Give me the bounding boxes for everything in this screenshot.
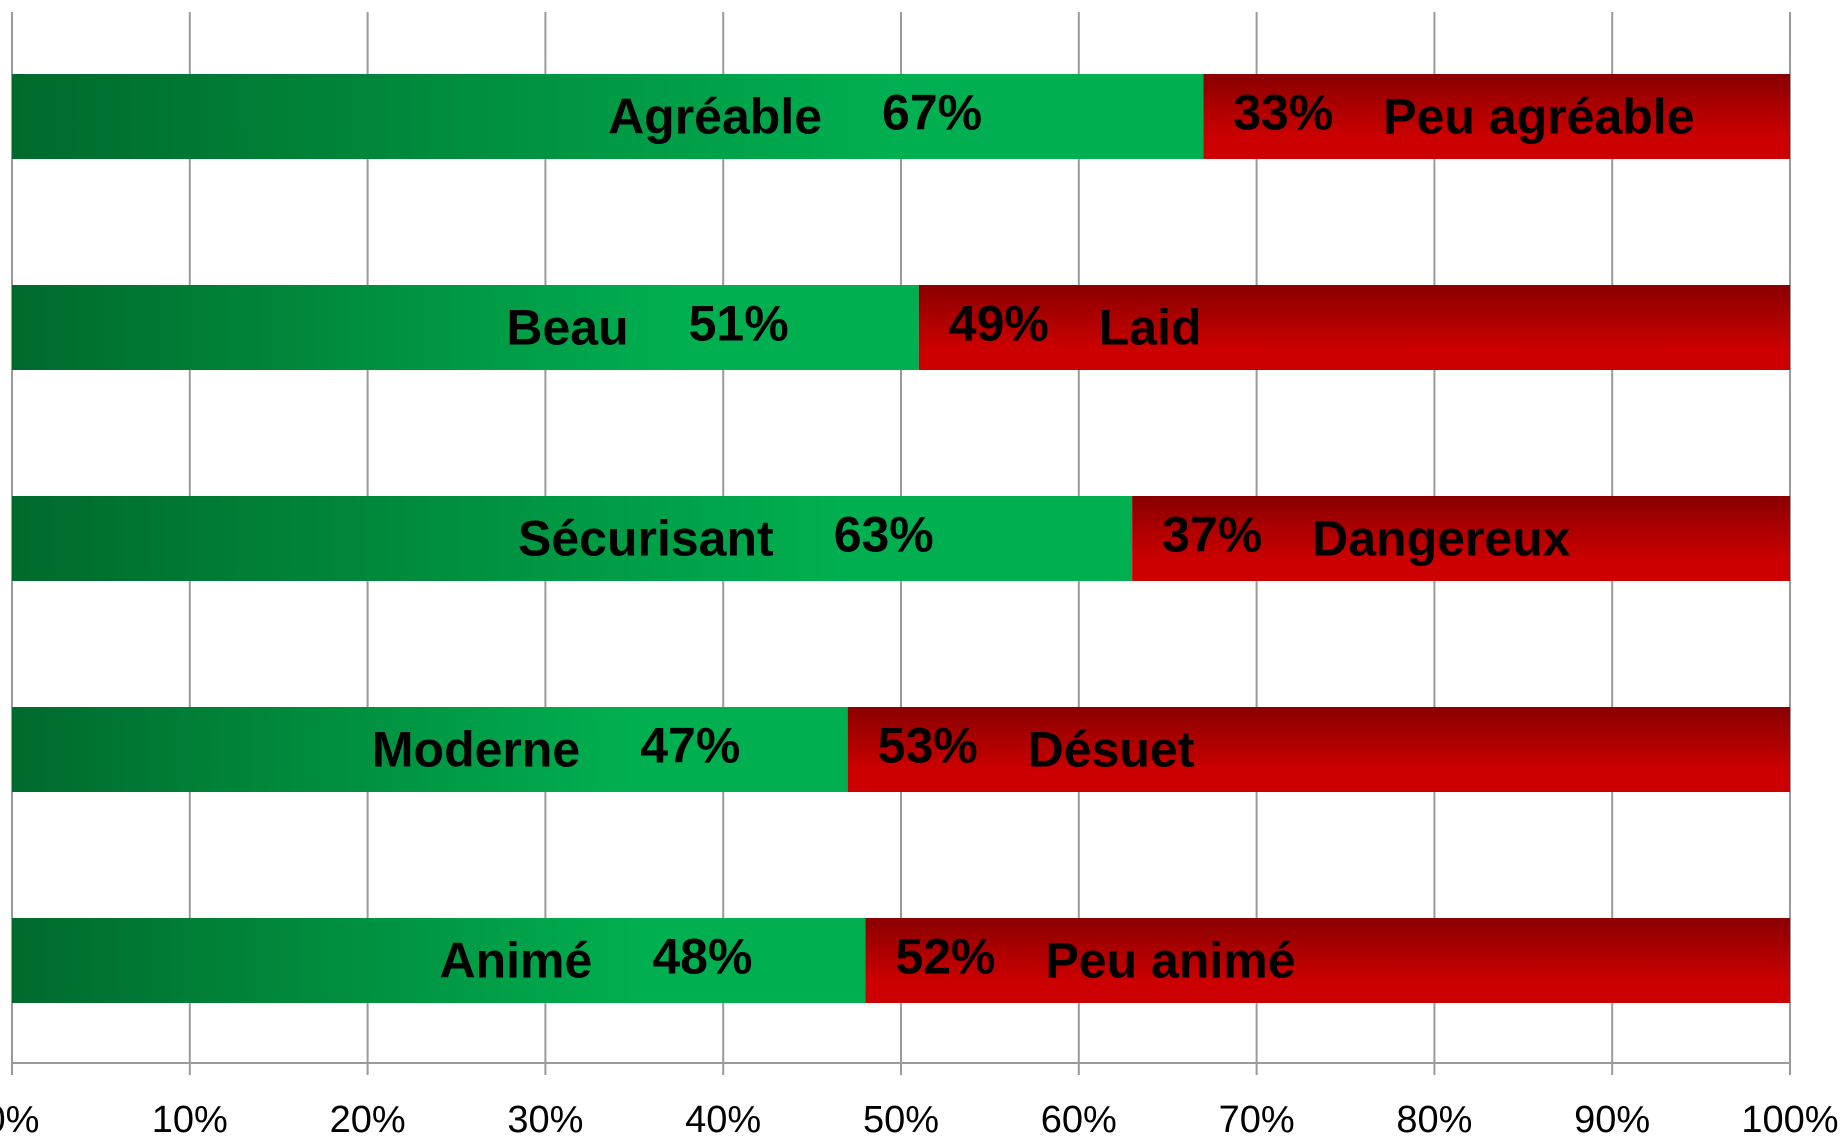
segment-label: Peu animé	[1045, 933, 1295, 989]
bar-segment	[12, 74, 1204, 159]
bar-segment	[12, 918, 866, 1003]
x-tick-label: 10%	[152, 1099, 228, 1141]
segment-label: Agréable	[608, 89, 822, 145]
bar-segment	[865, 918, 1790, 1003]
bar-segment	[1132, 496, 1790, 581]
segment-label: Sécurisant	[518, 511, 774, 567]
value-label: 52%	[895, 929, 995, 985]
bar-segment	[847, 707, 1790, 792]
value-label: 53%	[878, 718, 978, 774]
segment-label: Dangereux	[1312, 511, 1571, 567]
bar-segment	[12, 707, 848, 792]
x-tick-label: 70%	[1219, 1099, 1295, 1141]
x-tick-label: 100%	[1741, 1099, 1838, 1141]
value-label: 67%	[882, 85, 982, 141]
value-label: 37%	[1162, 507, 1262, 563]
x-tick-label: 20%	[330, 1099, 406, 1141]
x-tick-label: 80%	[1396, 1099, 1472, 1141]
segment-label: Peu agréable	[1383, 89, 1694, 145]
bar-segment	[918, 285, 1790, 370]
value-label: 63%	[834, 507, 934, 563]
segment-label: Beau	[506, 300, 628, 356]
value-label: 48%	[652, 929, 752, 985]
segment-label: Laid	[1099, 300, 1202, 356]
value-label: 49%	[949, 296, 1049, 352]
bar-segment	[12, 496, 1133, 581]
x-tick-label: 50%	[863, 1099, 939, 1141]
segment-label: Moderne	[372, 722, 580, 778]
segment-label: Désuet	[1028, 722, 1195, 778]
x-tick-label: 60%	[1041, 1099, 1117, 1141]
x-tick-label: 90%	[1574, 1099, 1650, 1141]
bar-segment	[12, 285, 919, 370]
value-label: 33%	[1233, 85, 1333, 141]
value-label: 47%	[640, 718, 740, 774]
segment-label: Animé	[440, 933, 593, 989]
bar-segment	[1203, 74, 1790, 159]
value-label: 51%	[689, 296, 789, 352]
x-tick-label: 30%	[507, 1099, 583, 1141]
x-tick-label: 0%	[0, 1099, 39, 1141]
x-tick-label: 40%	[685, 1099, 761, 1141]
